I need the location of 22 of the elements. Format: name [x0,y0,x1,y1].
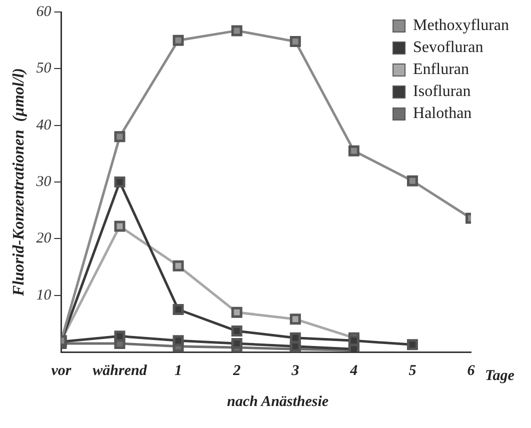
legend-label: Enfluran [413,61,470,78]
x-tick-label: 1 [174,362,182,379]
y-tick-label: 10 [36,287,52,304]
y-tick-label: 50 [36,60,52,77]
y-tick-label: 30 [35,174,52,190]
y-axis-title: Fluorid-Konzentrationen (µmol/l) [10,68,28,297]
legend-label: Halothan [413,105,472,122]
x-tick-label: während [92,362,148,379]
x-tick-label: 5 [408,362,417,379]
y-tick-label: 60 [36,4,52,20]
x-tick-label: 2 [232,362,242,379]
legend-label: Sevofluran [413,39,484,56]
x-tick-label: 6 [467,362,476,379]
x-tick-label: 3 [290,362,300,379]
legend-label: Methoxyfluran [413,17,510,34]
text: nach Anästhesie [227,394,329,410]
y-tick-label: 40 [36,117,52,134]
x-tick-label: 4 [349,362,358,379]
x-tick-label: vor [51,362,72,379]
legend-label: Isofluran [413,83,471,100]
y-tick-label: 20 [36,230,52,247]
x-axis-title: Tage [485,368,515,384]
